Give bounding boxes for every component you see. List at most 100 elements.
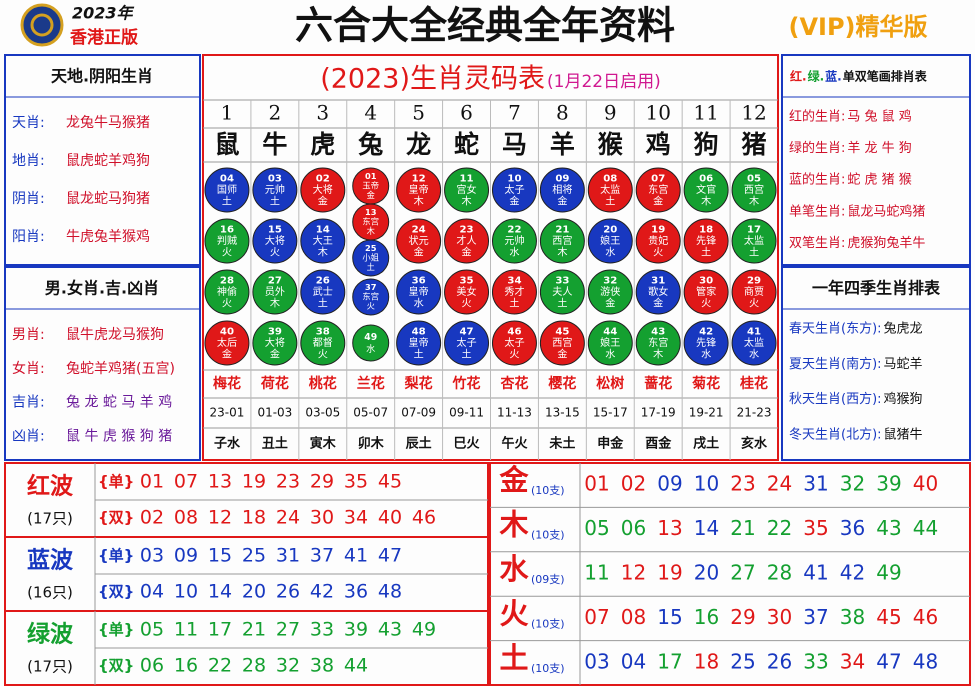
ball-element: 木 (653, 348, 663, 360)
zodiac: 鼠 (214, 130, 239, 159)
element-number: 31 (803, 472, 828, 496)
ball (587, 320, 633, 366)
row-value: 鼠龙蛇马狗猪 (66, 191, 150, 207)
wave-number: 09 (174, 545, 198, 567)
table-title: (2023)生肖灵码表 (320, 64, 545, 95)
ball-name: 商贾 (744, 285, 764, 298)
panel-heading: 绿. (808, 69, 825, 84)
wave-number: 10 (174, 581, 198, 603)
wave-number: 30 (310, 507, 334, 529)
wave-number: 43 (378, 619, 402, 641)
wave-number: 07 (174, 471, 198, 493)
column-index: 4 (364, 101, 377, 125)
hours: 23-01 (210, 406, 245, 420)
element-name: 金 (498, 463, 529, 497)
row-label: 地肖: (12, 153, 45, 169)
element-number: 34 (840, 649, 865, 673)
ball (539, 320, 585, 366)
ball (300, 218, 346, 264)
element-number: 47 (876, 649, 901, 673)
ball (683, 167, 729, 213)
ball-element: 火 (461, 297, 471, 309)
ball-element: 水 (414, 297, 424, 309)
ball-element: 金 (653, 194, 663, 207)
ball-number: 14 (316, 225, 330, 236)
zodiac: 龙 (406, 130, 431, 159)
row-value: 牛虎兔羊猴鸡 (66, 228, 150, 245)
element-number: 17 (657, 649, 682, 673)
wave-number: 44 (344, 655, 368, 677)
wave-number: 40 (378, 507, 402, 529)
row-value: 马 兔 鼠 鸡 (847, 109, 911, 125)
wave-number: 27 (276, 619, 300, 641)
ball-number: 25 (365, 243, 377, 253)
ball-name: 太子 (456, 336, 476, 349)
branch: 巳火 (454, 437, 481, 452)
panel-heading: 男.女肖.吉.凶肖 (45, 279, 159, 298)
wave-number: 38 (310, 655, 334, 677)
wave-count: (16只) (27, 584, 73, 602)
element-number: 46 (913, 605, 938, 629)
ball-name: 判贼 (217, 234, 237, 247)
element-number: 27 (730, 561, 755, 585)
branch: 卯木 (358, 436, 385, 452)
element-number: 05 (584, 516, 609, 540)
ball-element: 水 (605, 246, 615, 258)
ball (396, 320, 442, 366)
ball-element: 火 (509, 348, 519, 360)
flower: 梅花 (213, 375, 241, 392)
ball-element: 火 (653, 246, 663, 258)
wave-count: (17只) (27, 510, 73, 528)
branch: 申金 (597, 436, 624, 452)
ball-name: 元帅 (504, 234, 524, 247)
zodiac: 羊 (550, 130, 575, 159)
ball-number: 28 (220, 276, 234, 287)
logo (20, 3, 64, 47)
hours: 13-15 (545, 406, 580, 420)
ball-element: 土 (701, 245, 711, 258)
wave-name: 绿波 (27, 621, 74, 648)
wave-number: 46 (412, 507, 436, 529)
element-number: 24 (767, 472, 792, 496)
wave-row-label: {双} (98, 657, 134, 675)
wave-number: 03 (140, 545, 164, 567)
zodiac: 狗 (694, 130, 719, 159)
wave-number: 33 (310, 619, 334, 641)
ball-number: 46 (507, 327, 521, 338)
column-index: 1 (221, 101, 234, 125)
branch: 未土 (548, 436, 575, 452)
ball-name: 太后 (217, 336, 237, 349)
wave-number: 31 (276, 545, 300, 567)
wave-number: 41 (344, 545, 368, 567)
row-value: 鼠虎蛇羊鸡狗 (66, 152, 150, 169)
ball-element: 土 (557, 296, 567, 309)
ball-number: 41 (747, 327, 761, 338)
ball (491, 218, 537, 264)
row-value: 鼠牛虎龙马猴狗 (66, 327, 164, 343)
wave-number: 49 (412, 619, 436, 641)
ball (352, 278, 390, 316)
ball-element: 水 (701, 348, 711, 360)
hours: 21-23 (737, 406, 772, 420)
ball (252, 167, 298, 213)
ball-element: 土 (461, 347, 471, 360)
ball-name: 西宫 (552, 234, 572, 247)
column-index: 6 (460, 101, 473, 125)
ball-name: 状元 (409, 234, 429, 247)
ball-name: 太监 (744, 234, 764, 247)
ball-name: 夫人 (552, 286, 572, 298)
ball-element: 火 (749, 297, 759, 309)
ball-number: 34 (507, 276, 521, 287)
element-number: 33 (803, 649, 828, 673)
column-index: 11 (693, 101, 718, 125)
element-number: 09 (657, 472, 682, 496)
row-value: 兔虎龙 (884, 322, 923, 337)
ball-name: 大将 (313, 183, 333, 196)
ball-element: 木 (414, 195, 424, 207)
zodiac: 牛 (262, 130, 287, 159)
ball-element: 土 (414, 347, 424, 360)
ball-element: 土 (270, 194, 280, 207)
ball-name: 西宫 (552, 336, 572, 349)
hours: 07-09 (401, 406, 436, 420)
